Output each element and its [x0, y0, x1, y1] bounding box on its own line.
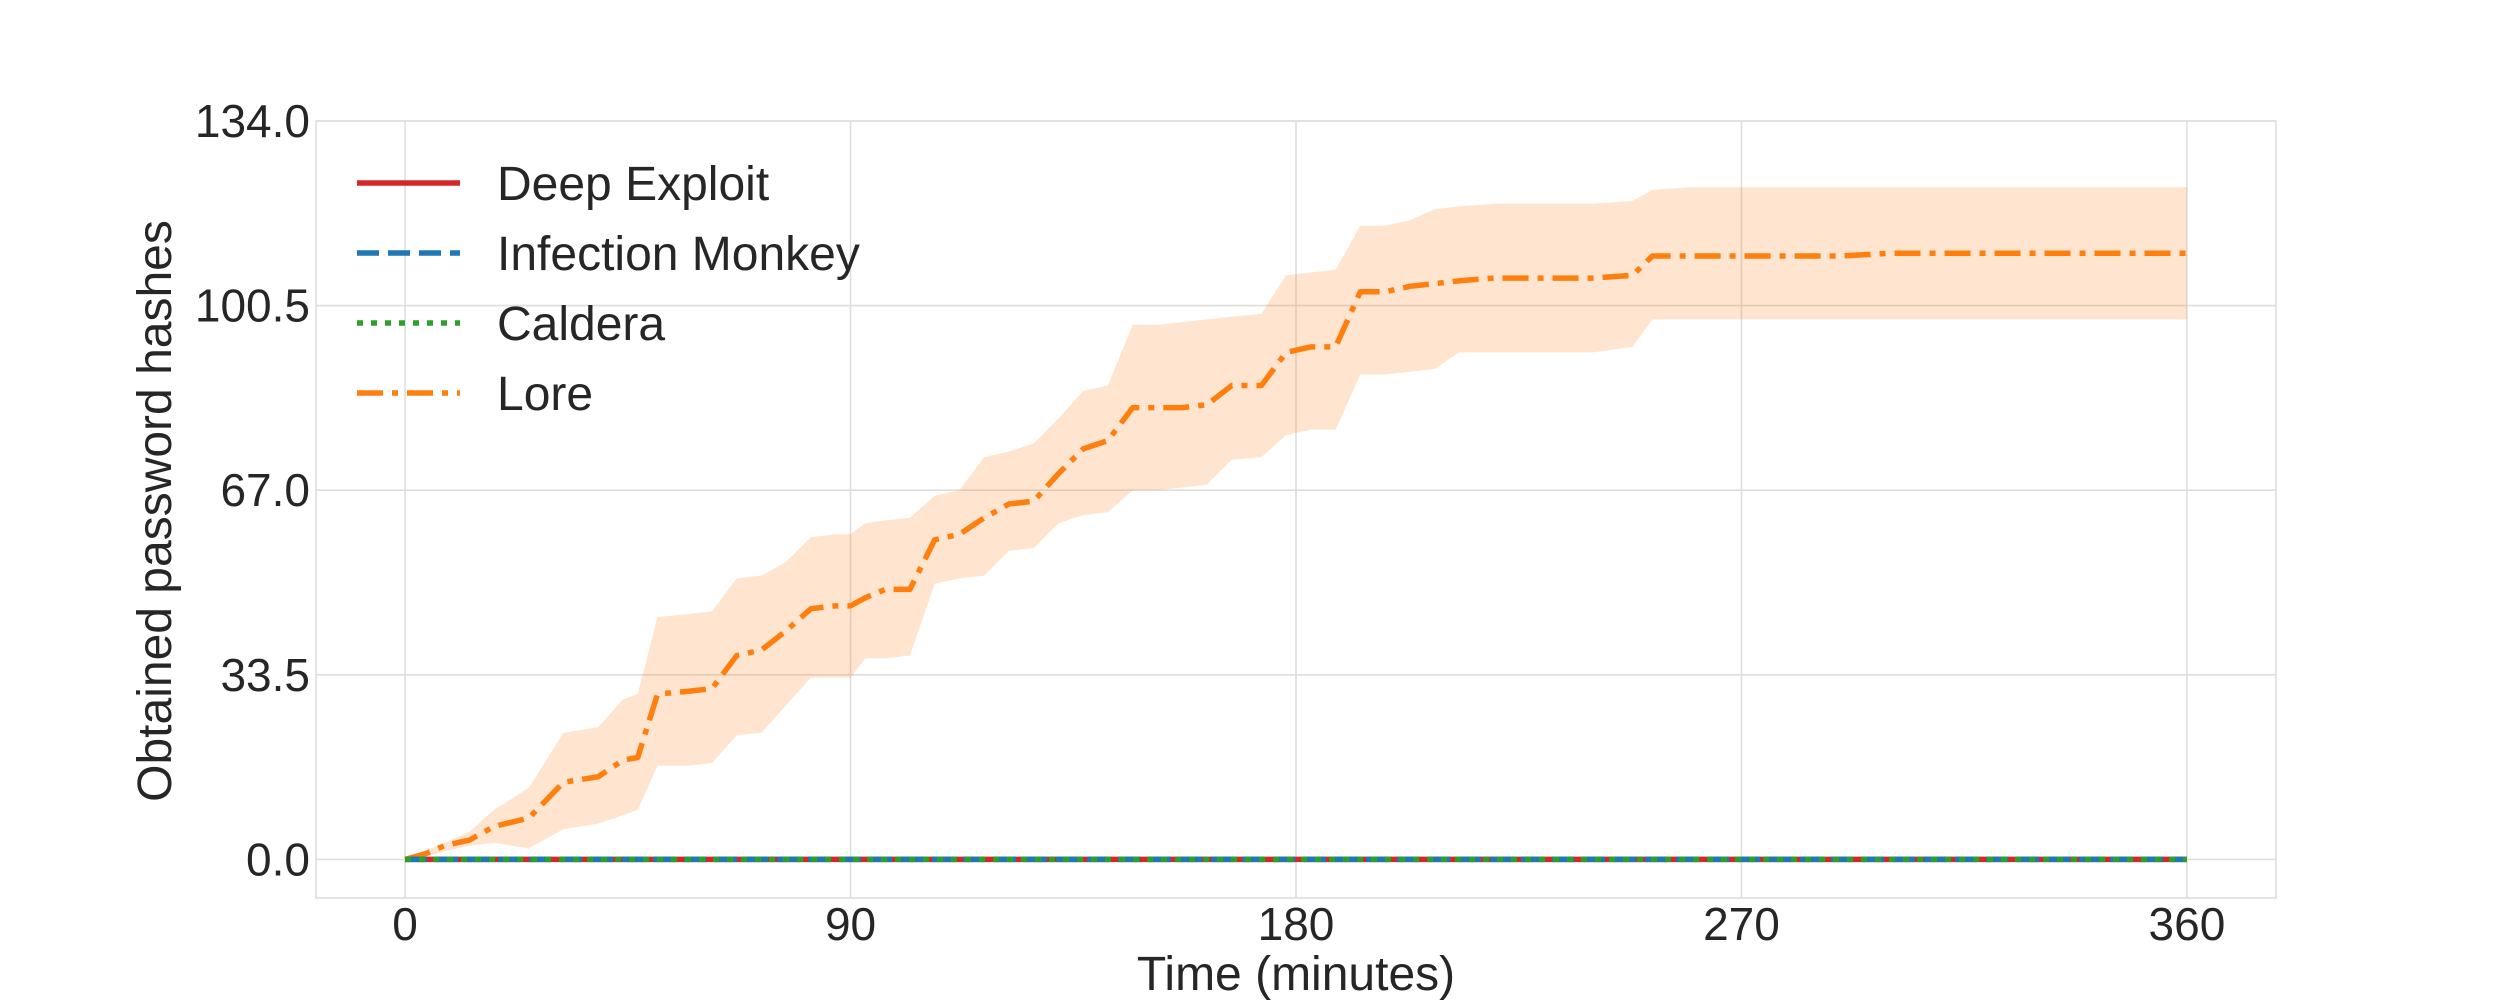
y-tick-label: 67.0 — [220, 464, 310, 516]
y-tick-label: 33.5 — [220, 649, 310, 701]
series-lines — [404, 250, 2187, 863]
x-tick-label: 180 — [1258, 898, 1335, 950]
x-tick-label: 90 — [825, 898, 876, 950]
y-axis-label: Obtained password hashes — [129, 220, 182, 802]
legend: Deep Exploit Infection Monkey Caldera Lore — [357, 158, 860, 421]
y-tick-label: 134.0 — [195, 95, 310, 147]
legend-label-infection-monkey: Infection Monkey — [497, 228, 860, 281]
x-tick-label: 270 — [1703, 898, 1780, 950]
series-line-lore — [404, 250, 2187, 863]
plot-frame — [315, 120, 2277, 899]
legend-label-lore: Lore — [497, 368, 593, 421]
y-tick-label: 0.0 — [246, 833, 310, 885]
y-tick-label: 100.5 — [195, 280, 310, 332]
x-axis-label: Time (minutes) — [1137, 948, 1455, 1000]
tick-labels: 0.0 33.5 67.0 100.5 134.0 0 90 180 270 360 — [195, 95, 2225, 950]
x-tick-label: 0 — [392, 898, 418, 950]
x-tick-label: 360 — [2149, 898, 2226, 950]
legend-label-caldera: Caldera — [497, 298, 665, 351]
legend-label-deep-exploit: Deep Exploit — [497, 158, 769, 211]
